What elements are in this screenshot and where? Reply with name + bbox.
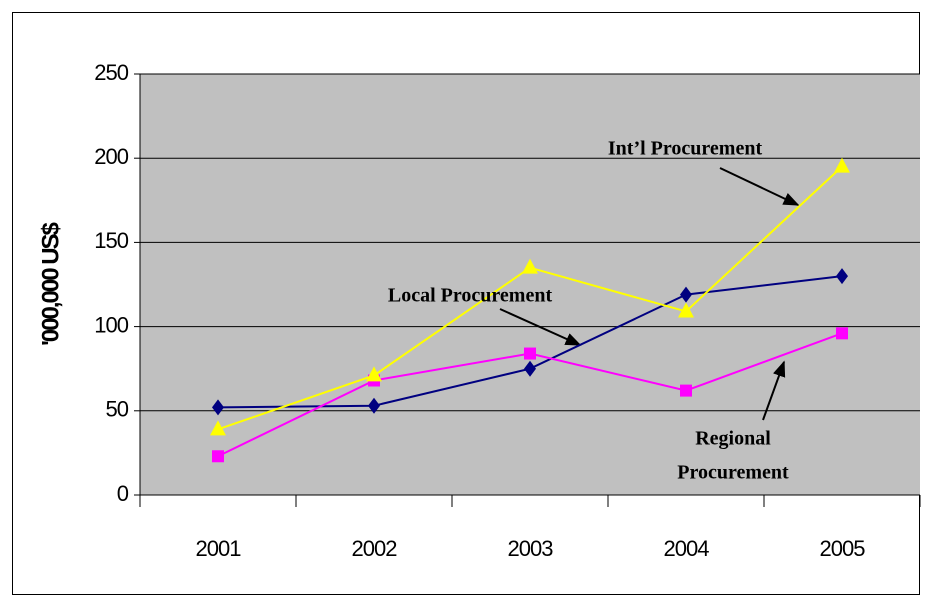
x-tick-label: 2002 xyxy=(352,536,398,561)
annotation: Local Procurement xyxy=(388,285,553,307)
y-tick-label: 50 xyxy=(106,397,129,422)
annotation: Int’l Procurement xyxy=(608,138,763,160)
y-tick-label: 100 xyxy=(94,312,128,337)
annotation-arrow xyxy=(499,308,582,346)
x-tick-label: 2003 xyxy=(508,536,554,561)
annotation-arrow xyxy=(762,360,786,421)
data-point xyxy=(212,450,224,463)
annotation-arrow xyxy=(719,167,800,206)
data-point xyxy=(212,399,224,416)
data-point xyxy=(210,420,226,436)
y-tick-label: 250 xyxy=(94,60,128,85)
data-point xyxy=(836,327,848,340)
data-point xyxy=(680,286,692,303)
y-axis-title: '000,000 US$ xyxy=(37,221,64,345)
x-tick-label: 2001 xyxy=(196,536,242,561)
data-point xyxy=(524,360,536,377)
annotation: Procurement xyxy=(677,462,789,484)
plot-area xyxy=(140,74,920,495)
data-point xyxy=(678,302,694,318)
y-tick-label: 0 xyxy=(117,481,129,506)
x-tick-label: 2004 xyxy=(664,536,710,561)
y-tick-label: 200 xyxy=(94,144,128,169)
data-point xyxy=(680,384,692,397)
data-point xyxy=(522,258,538,274)
data-point xyxy=(836,268,848,285)
x-tick-label: 2005 xyxy=(820,536,866,561)
data-point xyxy=(368,397,380,414)
data-point xyxy=(834,157,850,173)
y-tick-label: 150 xyxy=(94,228,128,253)
data-point xyxy=(524,347,536,360)
data-point xyxy=(366,366,382,382)
annotation: Regional xyxy=(695,428,771,450)
